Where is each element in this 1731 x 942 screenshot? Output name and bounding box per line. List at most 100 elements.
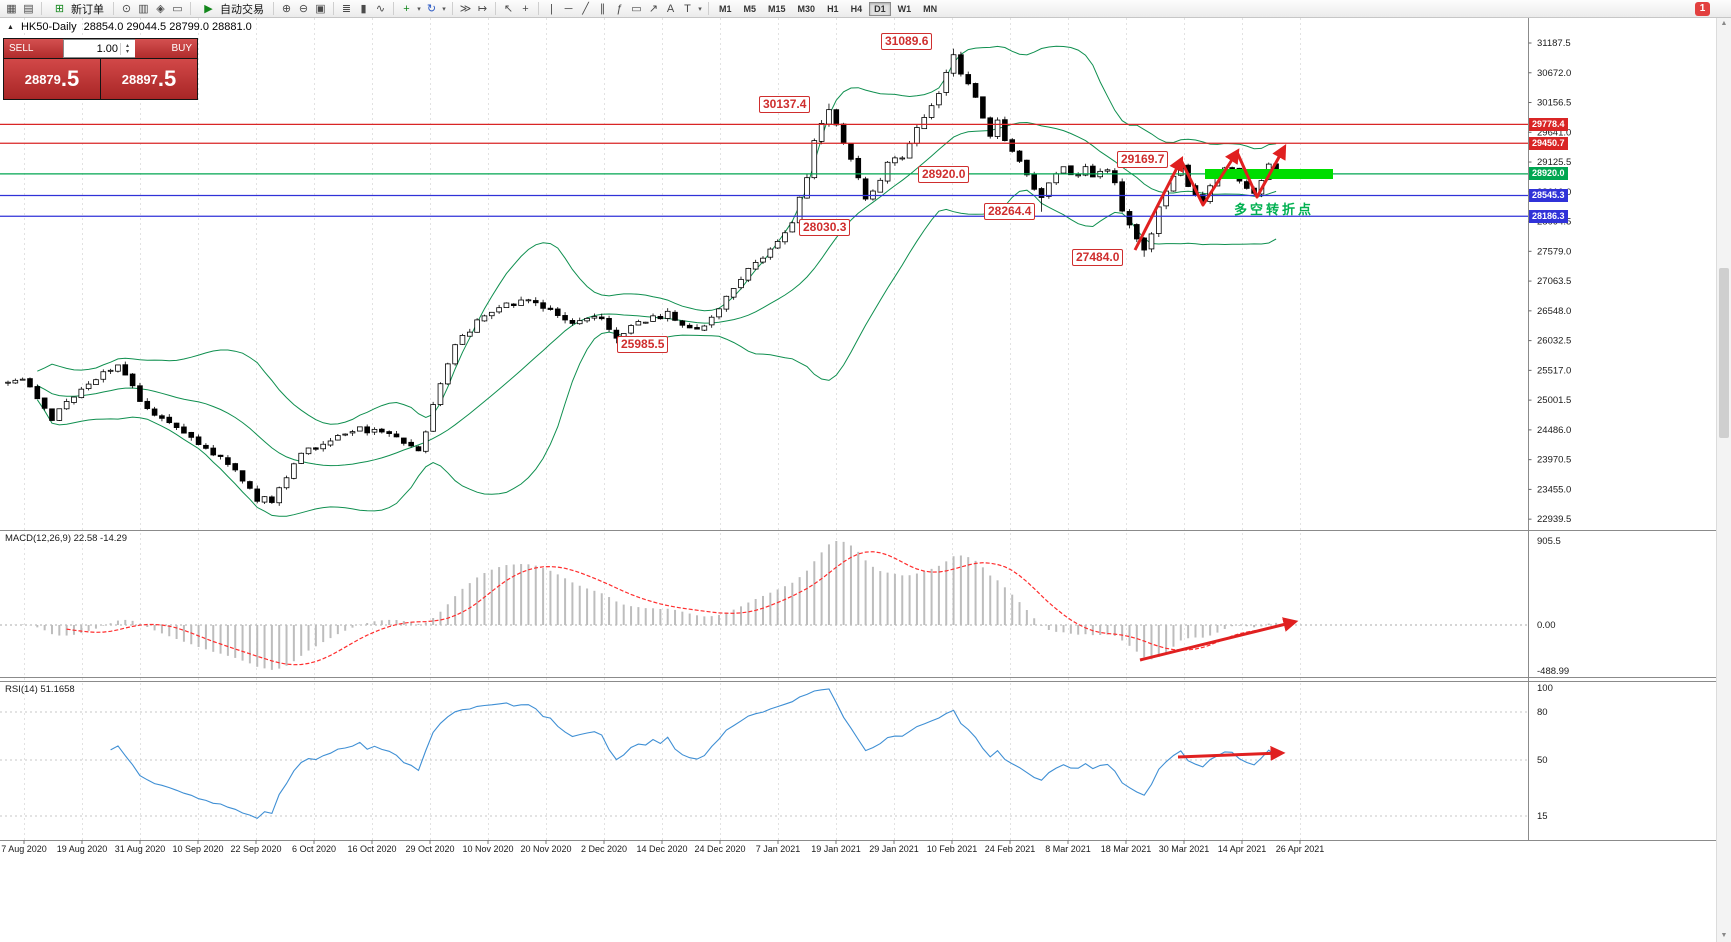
candlestick-chart-icon[interactable]: ▮ xyxy=(360,3,367,15)
buy-button[interactable]: BUY xyxy=(135,39,197,58)
autotrade-button[interactable]: ▶ 自动交易 xyxy=(195,1,269,17)
fibonacci-tool-icon[interactable]: ƒ xyxy=(616,2,623,15)
price-callout[interactable]: 30137.4 xyxy=(759,96,811,113)
label-tool-icon[interactable]: T xyxy=(684,2,691,15)
chart-title: ▲ HK50-Daily 28854.0 29044.5 28799.0 288… xyxy=(7,21,252,33)
autotrade-label: 自动交易 xyxy=(220,3,264,16)
volume-input[interactable] xyxy=(64,42,120,55)
toolbar-separator xyxy=(41,2,42,15)
svg-text:30156.5: 30156.5 xyxy=(1537,98,1571,109)
toolbar-separator xyxy=(495,2,496,15)
svg-text:31 Aug 2020: 31 Aug 2020 xyxy=(115,844,166,854)
chevron-down-icon[interactable]: ▾ xyxy=(698,5,702,13)
timeframe-m5[interactable]: M5 xyxy=(743,3,757,14)
autotrade-play-icon: ▶ xyxy=(204,3,213,15)
new-order-button[interactable]: ⊞ 新订单 xyxy=(46,1,109,17)
timeframe-mn[interactable]: MN xyxy=(923,3,938,14)
svg-text:10 Sep 2020: 10 Sep 2020 xyxy=(172,844,223,854)
price-callout[interactable]: 25985.5 xyxy=(617,336,669,353)
profiles-icon[interactable]: ▤ xyxy=(23,3,34,15)
trendline-tool-icon[interactable]: ╱ xyxy=(582,3,589,15)
new-chart-icon[interactable]: ▦ xyxy=(6,3,17,15)
refresh-icon[interactable]: ↻ xyxy=(426,3,437,15)
timeframe-m30[interactable]: M30 xyxy=(797,3,816,14)
channel-tool-icon[interactable]: ∥ xyxy=(599,3,606,15)
svg-text:10 Nov 2020: 10 Nov 2020 xyxy=(462,844,513,854)
sell-price-button[interactable]: 28879 .5 xyxy=(4,59,100,99)
navigator-icon[interactable]: ◈ xyxy=(156,3,165,15)
chevron-down-icon[interactable]: ▾ xyxy=(442,5,446,13)
svg-text:80: 80 xyxy=(1537,707,1548,718)
arrow-tool-icon[interactable]: ↗ xyxy=(648,3,659,15)
one-click-trading-panel: SELL ▴ ▾ BUY 28879 .5 28897 .5 xyxy=(3,38,198,100)
timeframe-h1[interactable]: H1 xyxy=(827,3,839,14)
data-window-icon[interactable]: ▥ xyxy=(138,3,149,15)
timeframe-w1[interactable]: W1 xyxy=(897,3,912,14)
timeframe-d1[interactable]: D1 xyxy=(869,1,891,16)
toolbar-separator xyxy=(113,2,114,15)
text-tool-icon[interactable]: A xyxy=(666,2,675,15)
shapes-tool-icon[interactable]: ▭ xyxy=(631,3,642,15)
rsi-trend-arrow[interactable] xyxy=(1177,745,1286,761)
timeframe-m1[interactable]: M1 xyxy=(719,3,732,14)
price-callout[interactable]: 28920.0 xyxy=(918,166,970,183)
price-callout[interactable]: 29169.7 xyxy=(1117,151,1169,168)
svg-text:7 Jan 2021: 7 Jan 2021 xyxy=(756,844,801,854)
zoom-out-icon[interactable]: ⊖ xyxy=(298,3,309,15)
svg-text:24 Dec 2020: 24 Dec 2020 xyxy=(694,844,745,854)
line-chart-icon[interactable]: ∿ xyxy=(375,3,386,15)
grid xyxy=(24,18,1301,840)
svg-text:22 Sep 2020: 22 Sep 2020 xyxy=(230,844,281,854)
turning-point-annotation[interactable]: 多空转折点 xyxy=(1234,202,1315,217)
tile-windows-icon[interactable]: ▣ xyxy=(315,3,326,15)
market-watch-icon[interactable]: ⊙ xyxy=(121,3,132,15)
svg-text:26 Apr 2021: 26 Apr 2021 xyxy=(1276,844,1325,854)
volume-up-icon[interactable]: ▴ xyxy=(120,42,134,49)
horizontal-line-tool-icon[interactable]: ─ xyxy=(564,2,573,15)
zoom-in-icon[interactable]: ⊕ xyxy=(281,3,292,15)
macd-indicator-label: MACD(12,26,9) 22.58 -14.29 xyxy=(5,533,127,544)
svg-text:24 Feb 2021: 24 Feb 2021 xyxy=(985,844,1036,854)
bar-chart-icon[interactable]: ≣ xyxy=(341,3,352,15)
macd-trend-arrow[interactable] xyxy=(1139,617,1299,662)
timeframe-m15[interactable]: M15 xyxy=(768,3,786,14)
volume-down-icon[interactable]: ▾ xyxy=(120,48,134,55)
bollinger-bands xyxy=(36,45,1277,517)
vertical-scrollbar[interactable]: ▲ ▼ xyxy=(1716,18,1731,942)
scrollbar-thumb[interactable] xyxy=(1719,268,1729,438)
vertical-line-tool-icon[interactable]: | xyxy=(550,2,553,15)
svg-text:10 Feb 2021: 10 Feb 2021 xyxy=(927,844,978,854)
volume-control: ▴ ▾ xyxy=(63,39,137,58)
scrollbar-down-icon[interactable]: ▼ xyxy=(1720,932,1728,939)
svg-text:14 Apr 2021: 14 Apr 2021 xyxy=(1218,844,1267,854)
price-axis: 31187.530672.030156.529641.029125.528610… xyxy=(1528,38,1571,822)
buy-price-button[interactable]: 28897 .5 xyxy=(101,59,197,99)
cursor-icon[interactable]: ↖ xyxy=(503,3,514,15)
toolbar-separator xyxy=(708,2,709,15)
svg-text:-488.99: -488.99 xyxy=(1537,666,1569,677)
sell-price: 28879 xyxy=(24,71,61,87)
svg-text:27579.0: 27579.0 xyxy=(1537,246,1571,257)
svg-text:905.5: 905.5 xyxy=(1537,536,1561,547)
price-callout[interactable]: 27484.0 xyxy=(1072,249,1124,266)
crosshair-icon[interactable]: + xyxy=(522,2,529,15)
price-callout[interactable]: 31089.6 xyxy=(881,33,933,50)
price-callout[interactable]: 28030.3 xyxy=(799,219,851,236)
add-indicator-icon[interactable]: + xyxy=(403,2,410,15)
terminal-icon[interactable]: ▭ xyxy=(172,3,183,15)
svg-text:30672.0: 30672.0 xyxy=(1537,68,1571,79)
price-callout[interactable]: 28264.4 xyxy=(984,203,1036,220)
rsi-plot xyxy=(0,688,1528,820)
notification-icon[interactable]: 1 xyxy=(1695,1,1710,16)
timeframe-h4[interactable]: H4 xyxy=(850,3,863,14)
chevron-down-icon[interactable]: ▾ xyxy=(417,5,421,13)
timeframe-toolbar: M1 M5 M15 M30 H1 H4 D1 W1 MN xyxy=(713,1,943,16)
sell-button[interactable]: SELL xyxy=(4,39,66,58)
chart-shift-icon[interactable]: ↦ xyxy=(477,3,488,15)
svg-text:27063.5: 27063.5 xyxy=(1537,276,1571,287)
svg-text:19 Aug 2020: 19 Aug 2020 xyxy=(57,844,108,854)
trend-arrows[interactable] xyxy=(1133,144,1287,251)
scrollbar-up-icon[interactable]: ▲ xyxy=(1720,20,1728,27)
autoscroll-icon[interactable]: ≫ xyxy=(459,3,472,15)
